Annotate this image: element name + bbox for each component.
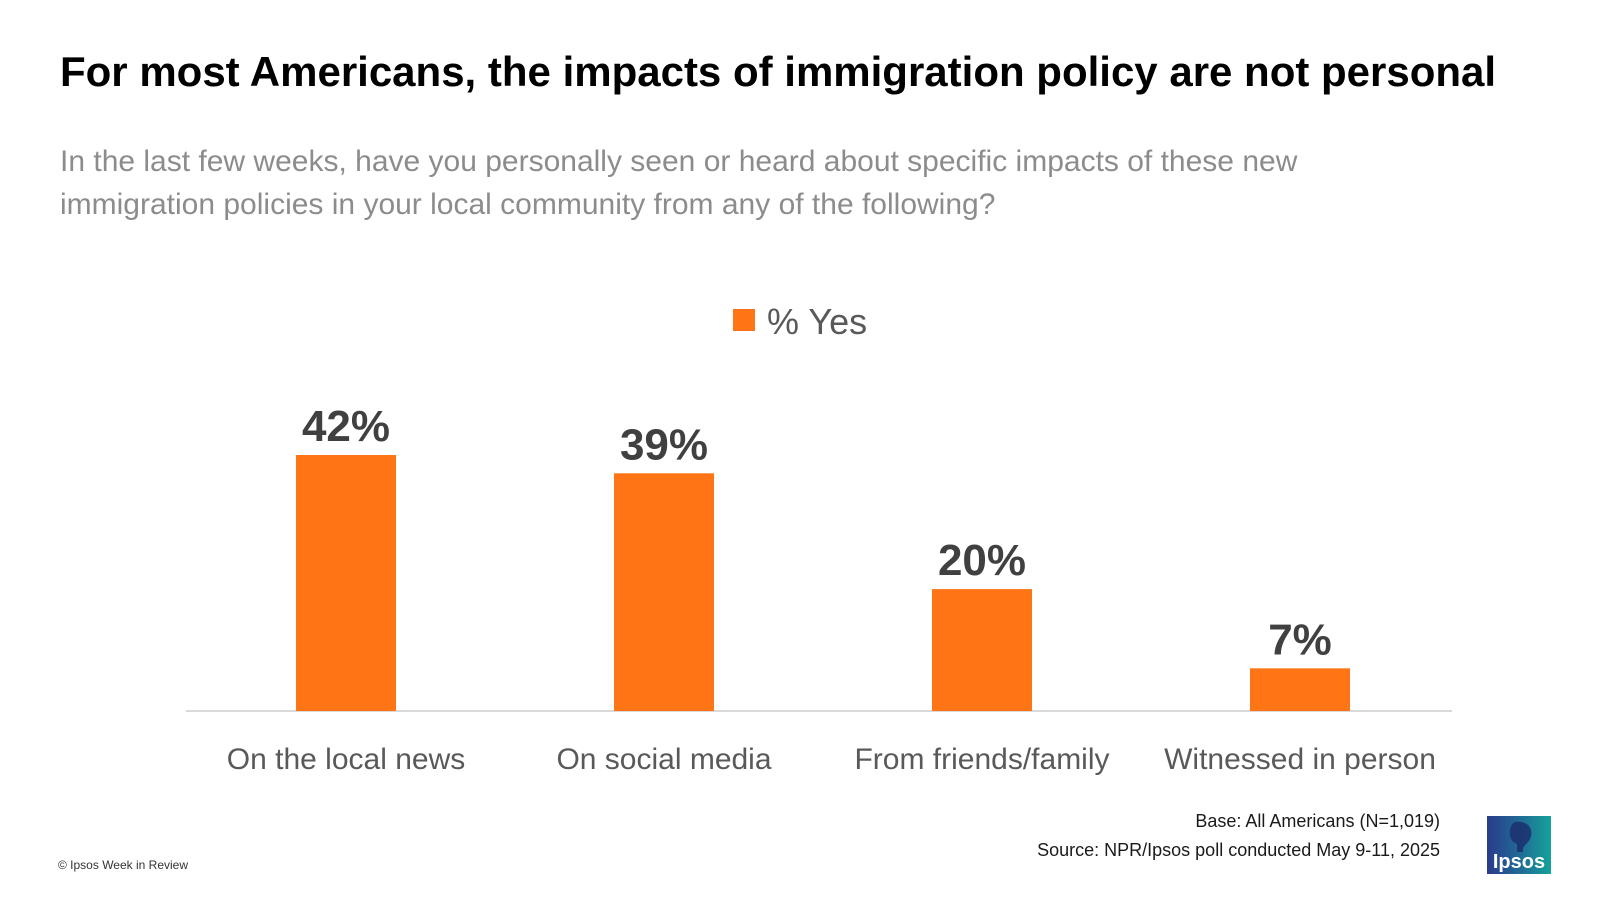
category-labels-group: On the local news On social media From fri… — [227, 743, 1436, 776]
value-label-0: 42% — [302, 402, 390, 451]
base-note: Base: All Americans (N=1,019) — [1195, 811, 1440, 831]
copyright-note: © Ipsos Week in Review — [58, 858, 189, 872]
logo-text: Ipsos — [1493, 851, 1545, 873]
legend-swatch-yes — [733, 309, 755, 331]
legend: % Yes — [733, 301, 867, 342]
bar-chart: % Yes 42% 39% 20% 7% On the local news On so… — [186, 301, 1452, 776]
bars-group — [296, 455, 1350, 711]
category-label-1: On social media — [556, 743, 771, 776]
value-label-1: 39% — [620, 420, 708, 469]
category-label-0: On the local news — [227, 743, 465, 776]
chart-title: For most Americans, the impacts of immig… — [60, 48, 1497, 95]
ipsos-logo: Ipsos — [1487, 816, 1551, 874]
legend-label-yes: % Yes — [767, 301, 867, 342]
bar-3 — [1250, 668, 1350, 711]
chart-subtitle: In the last few weeks, have you personal… — [60, 145, 1298, 221]
bar-2 — [932, 589, 1032, 711]
value-label-2: 20% — [938, 536, 1026, 585]
ipsos-logo-icon: Ipsos — [1487, 816, 1551, 874]
bar-1 — [614, 473, 714, 711]
source-note: Source: NPR/Ipsos poll conducted May 9-1… — [1037, 840, 1440, 860]
value-labels-group: 42% 39% 20% 7% — [302, 402, 1332, 664]
bar-0 — [296, 455, 396, 711]
value-label-3: 7% — [1268, 615, 1332, 664]
category-label-3: Witnessed in person — [1164, 743, 1436, 776]
category-label-2: From friends/family — [854, 743, 1109, 776]
